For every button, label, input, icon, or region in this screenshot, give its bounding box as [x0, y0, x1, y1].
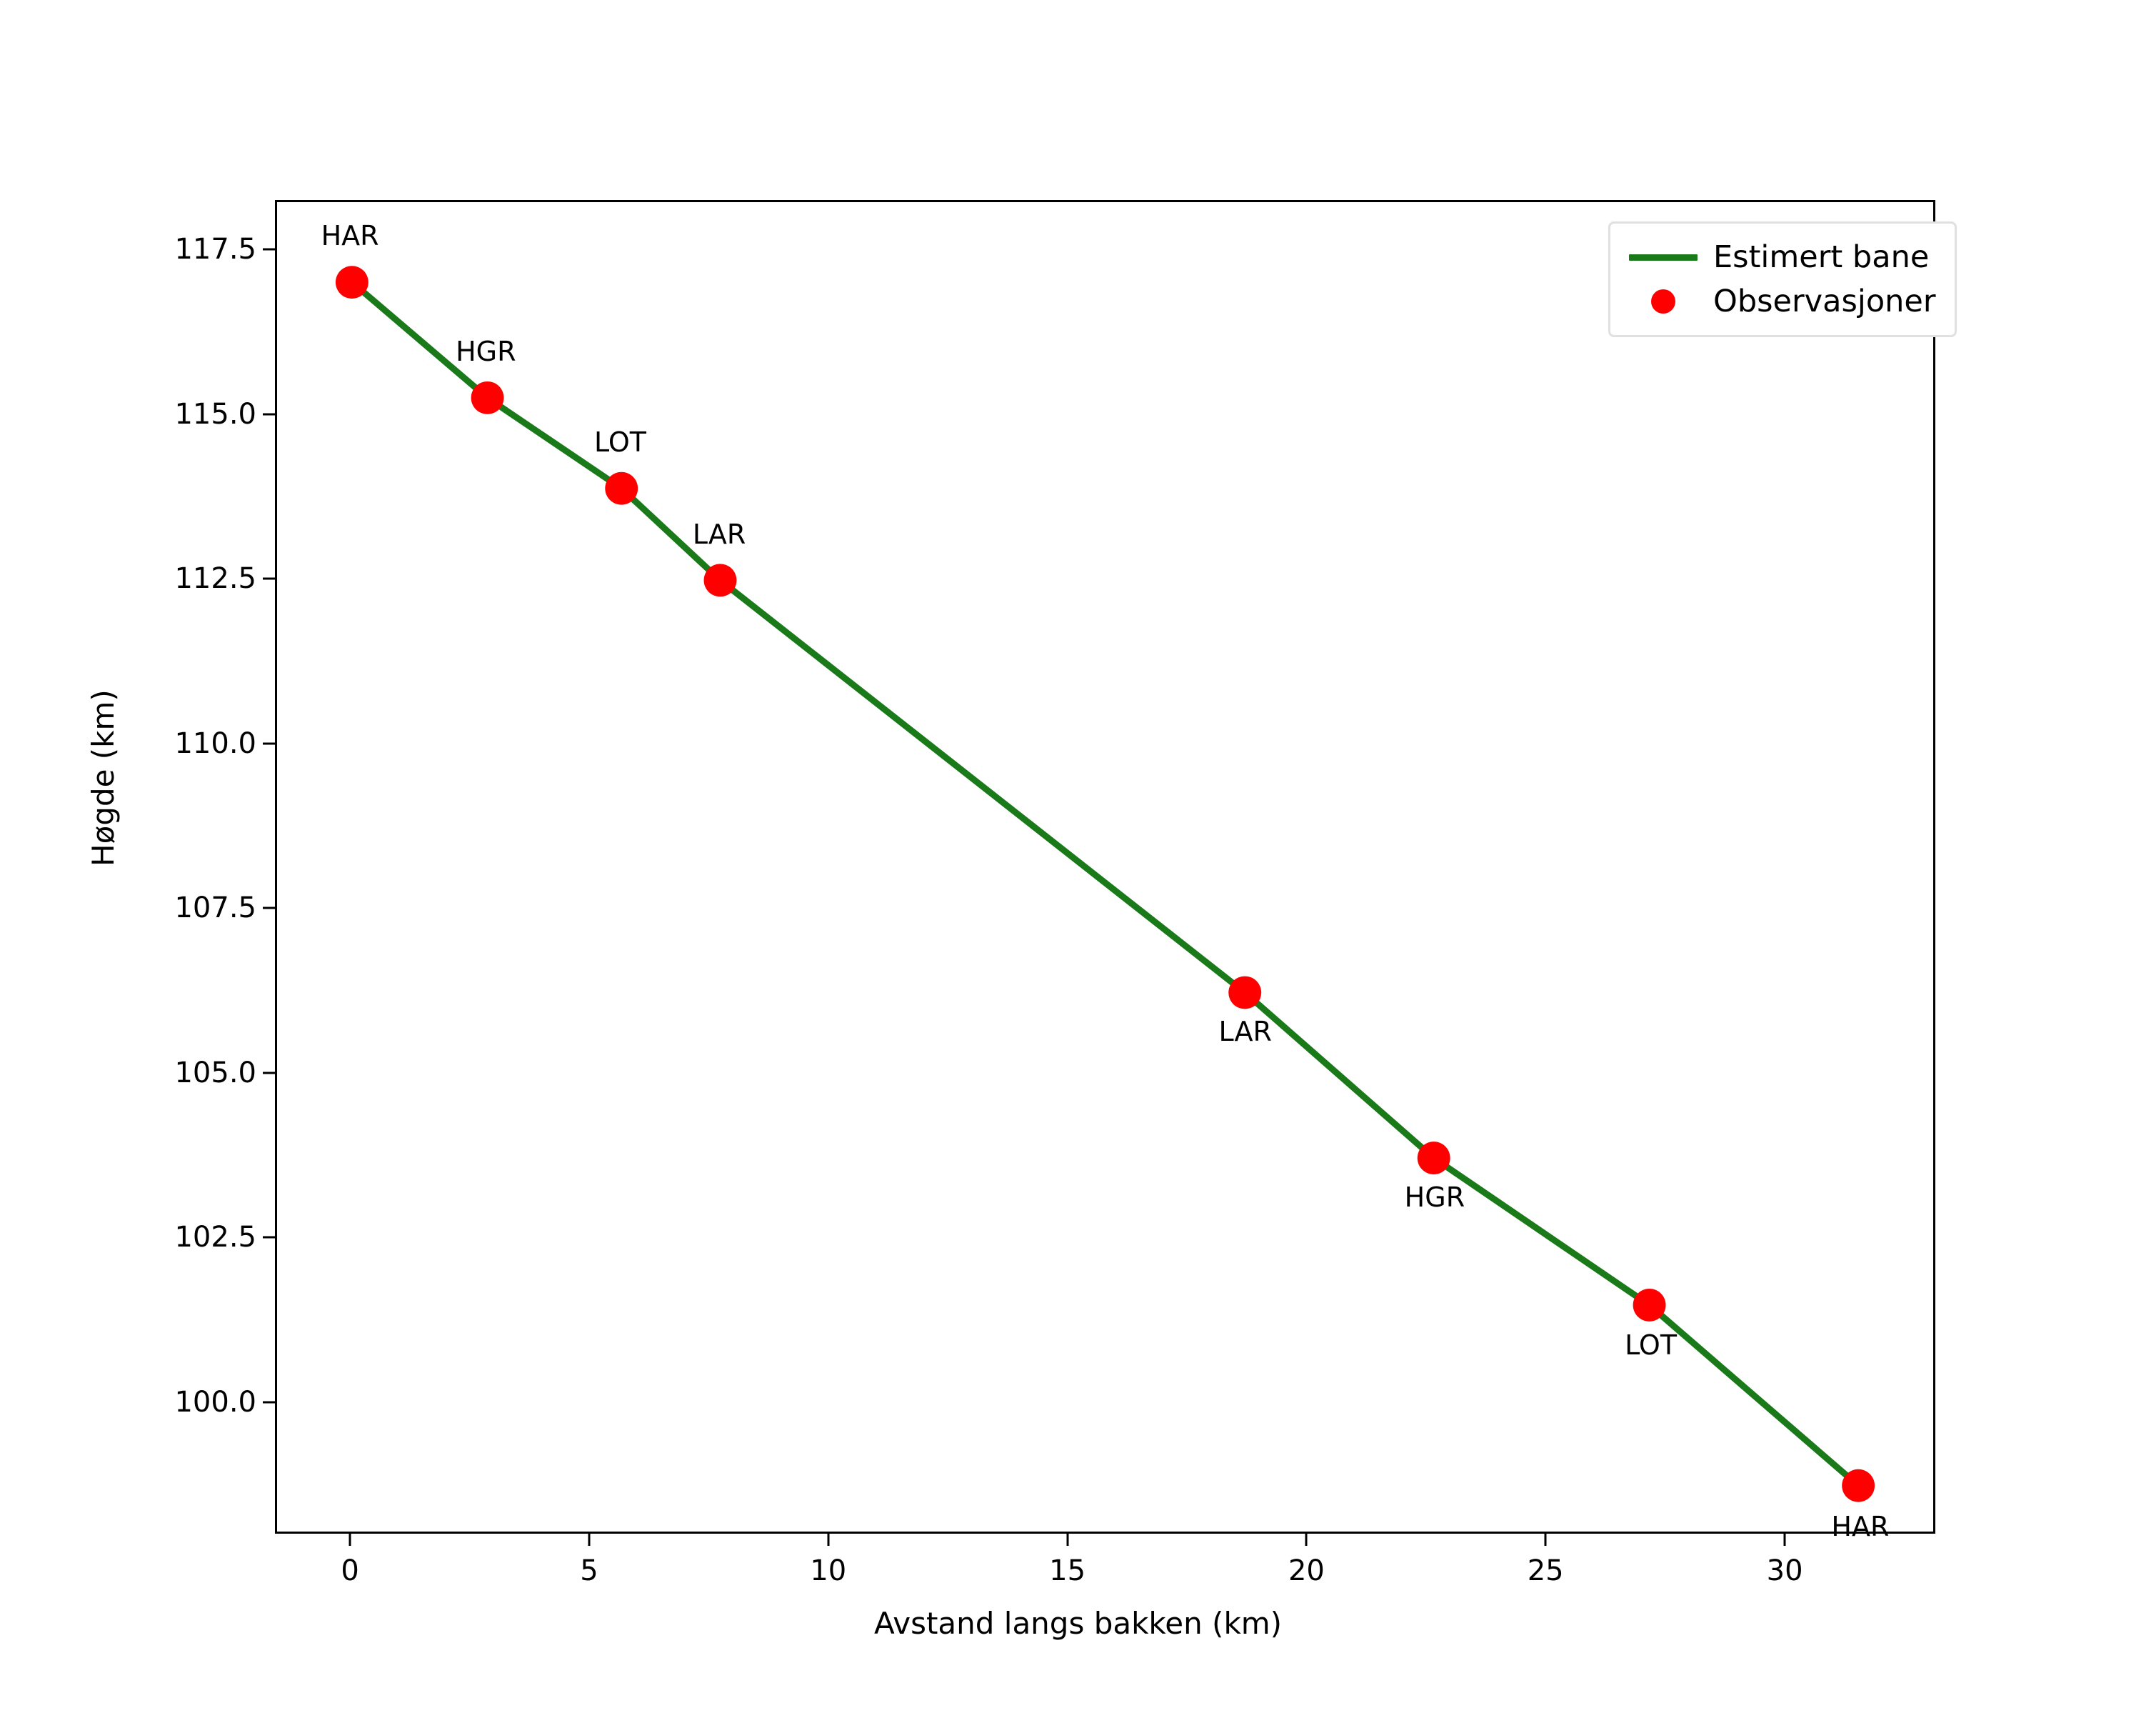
point-label: LOT [594, 426, 646, 458]
point-label: LAR [692, 519, 746, 551]
x-tick-mark [1305, 1534, 1308, 1546]
x-axis-label: Avstand langs bakken (km) [873, 1606, 1283, 1641]
x-tick-label: 10 [810, 1554, 847, 1587]
y-tick-label: 112.5 [174, 562, 256, 596]
legend-label-marker: Observasjoner [1713, 284, 1936, 319]
y-tick-mark [263, 1401, 275, 1404]
y-tick-label: 117.5 [174, 233, 256, 266]
point-label: HGR [1404, 1182, 1465, 1214]
observation-point [471, 381, 504, 414]
x-tick-mark [1066, 1534, 1069, 1546]
point-label: HGR [456, 335, 516, 367]
observation-point [1417, 1142, 1450, 1175]
x-tick-label: 20 [1288, 1554, 1325, 1587]
x-tick-label: 25 [1527, 1554, 1564, 1587]
observation-point [703, 564, 737, 597]
y-axis-label: Høgde (km) [86, 689, 121, 867]
x-tick-label: 30 [1766, 1554, 1803, 1587]
point-label: LOT [1625, 1329, 1678, 1361]
point-label: LAR [1218, 1016, 1272, 1048]
y-tick-mark [263, 413, 275, 416]
observation-point [605, 471, 638, 505]
point-label: HAR [321, 219, 379, 251]
legend-label-line: Estimert bane [1713, 239, 1930, 275]
x-tick-mark [1544, 1534, 1547, 1546]
legend-dot-swatch [1623, 289, 1703, 314]
y-tick-label: 105.0 [174, 1056, 256, 1089]
observation-point [1228, 976, 1262, 1009]
x-tick-mark [1783, 1534, 1786, 1546]
y-tick-mark [263, 907, 275, 909]
x-tick-label: 5 [580, 1554, 598, 1587]
observation-markers [335, 266, 1875, 1502]
y-tick-label: 107.5 [174, 892, 256, 925]
legend-line-swatch [1623, 254, 1703, 261]
y-tick-label: 115.0 [174, 397, 256, 431]
y-tick-label: 110.0 [174, 726, 256, 760]
chart-legend: Estimert bane Observasjoner [1608, 221, 1957, 337]
x-tick-label: 15 [1049, 1554, 1086, 1587]
legend-item-line: Estimert bane [1623, 235, 1936, 279]
observation-point [1633, 1289, 1666, 1322]
x-tick-mark [349, 1534, 351, 1546]
y-tick-mark [263, 577, 275, 580]
estimated-track-line [349, 279, 1862, 1489]
y-tick-mark [263, 1236, 275, 1239]
y-tick-mark [263, 1072, 275, 1074]
observation-point [1842, 1469, 1875, 1502]
x-tick-mark [588, 1534, 591, 1546]
chart-data-layer [335, 266, 1875, 1502]
legend-item-marker: Observasjoner [1623, 279, 1936, 324]
plot-area [275, 200, 1935, 1534]
y-tick-mark [263, 248, 275, 251]
y-tick-label: 102.5 [174, 1221, 256, 1254]
point-label: HAR [1831, 1510, 1890, 1542]
y-tick-mark [263, 742, 275, 745]
observation-point [335, 266, 368, 299]
x-tick-mark [827, 1534, 830, 1546]
x-tick-label: 0 [341, 1554, 359, 1587]
y-tick-label: 100.0 [174, 1385, 256, 1419]
